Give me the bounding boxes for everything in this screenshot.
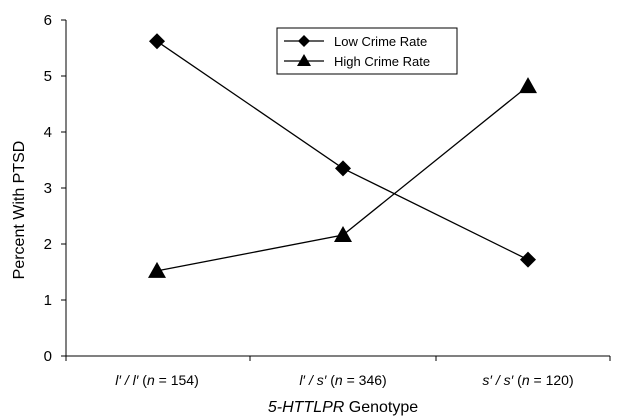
x-axis: l′ / l′ (n = 154) l′ / s′ (n = 346) s′ / s… xyxy=(65,355,611,388)
legend-label-high: High Crime Rate xyxy=(334,54,430,69)
y-tick-label: 5 xyxy=(44,68,52,85)
data-point-diamond xyxy=(149,33,165,50)
x-axis-label-plain: Genotype xyxy=(344,399,418,416)
series-line xyxy=(156,85,529,272)
y-tick-label: 0 xyxy=(44,348,52,365)
x-axis-label-italic: 5-HTTLPR xyxy=(268,399,345,416)
x-axis-label: 5-HTTLPR Genotype xyxy=(268,399,418,416)
legend: Low Crime Rate High Crime Rate xyxy=(276,27,458,75)
series-high-crime-rate xyxy=(148,77,537,278)
data-point-triangle xyxy=(148,261,166,278)
y-tick-label: 3 xyxy=(44,180,52,197)
data-point-diamond xyxy=(335,160,351,177)
data-point-diamond xyxy=(520,251,536,268)
legend-label-low: Low Crime Rate xyxy=(334,34,427,49)
data-point-triangle xyxy=(334,226,352,243)
legend-marker-low xyxy=(298,35,310,47)
x-tick-label: s′ / s′ (n = 120) xyxy=(482,372,573,388)
legend-box xyxy=(276,27,458,75)
y-tick-label: 2 xyxy=(44,236,52,253)
legend-marker-high xyxy=(297,54,311,66)
series-layer xyxy=(148,33,537,278)
y-tick-label: 4 xyxy=(44,124,52,141)
x-tick-label: l′ / l′ (n = 154) xyxy=(115,372,198,388)
y-axis-label: Percent With PTSD xyxy=(11,141,28,280)
y-tick-label: 6 xyxy=(44,12,52,29)
y-axis: 0 1 2 3 4 5 6 xyxy=(44,12,67,365)
series-low-crime-rate xyxy=(149,33,536,268)
y-tick-label: 1 xyxy=(44,292,52,309)
data-point-triangle xyxy=(519,77,537,94)
x-tick-label: l′ / s′ (n = 346) xyxy=(299,372,386,388)
